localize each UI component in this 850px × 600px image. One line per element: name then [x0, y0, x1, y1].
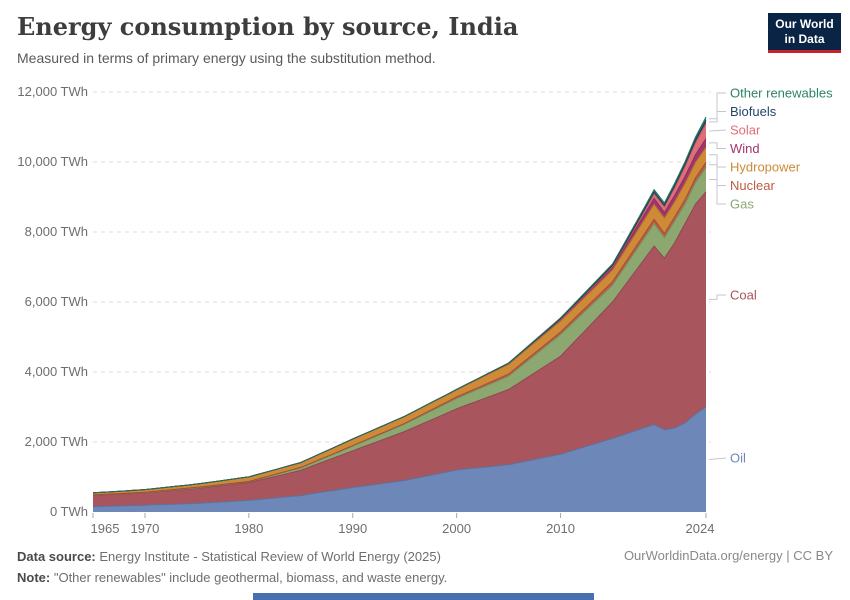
y-axis-tick-label: 12,000 TWh — [17, 84, 88, 99]
owid-logo-line1: Our World — [775, 17, 834, 31]
page-title: Energy consumption by source, India — [17, 12, 519, 41]
legend-connector-other-renewables — [709, 92, 726, 120]
y-axis-tick-label: 6,000 TWh — [25, 294, 88, 309]
legend-label-hydropower[interactable]: Hydropower — [730, 160, 801, 175]
legend-connector-oil — [708, 457, 727, 460]
legend-connector-solar — [708, 129, 727, 132]
y-axis-tick-label: 4,000 TWh — [25, 364, 88, 379]
legend-connector-coal — [709, 294, 726, 300]
area-edge-nuclear — [92, 162, 707, 496]
note-text: "Other renewables" include geothermal, b… — [53, 569, 448, 585]
x-axis-tick-label: 1980 — [234, 521, 263, 536]
owid-logo-line2: in Data — [784, 32, 825, 46]
legend-label-coal[interactable]: Coal — [730, 288, 757, 303]
legend-label-gas[interactable]: Gas — [730, 197, 754, 212]
legend-label-solar[interactable]: Solar — [730, 123, 761, 138]
x-axis-tick-label: 1965 — [91, 521, 120, 536]
legend-connector-nuclear — [709, 164, 726, 186]
y-axis-tick-label: 0 TWh — [50, 504, 88, 519]
legend-label-wind[interactable]: Wind — [730, 141, 760, 156]
data-source-label: Data source: — [17, 549, 96, 564]
attribution-link[interactable]: OurWorldinData.org/energy | CC BY — [623, 548, 833, 563]
x-axis-tick-label: 2010 — [546, 521, 575, 536]
y-axis-tick-label: 2,000 TWh — [25, 434, 88, 449]
chart-footer: Data source: Energy Institute - Statisti… — [17, 547, 447, 588]
legend-connector-gas — [709, 179, 726, 205]
area-edge-oil — [92, 406, 707, 508]
legend-label-biofuels[interactable]: Biofuels — [730, 104, 777, 119]
y-axis-tick-label: 8,000 TWh — [25, 224, 88, 239]
legend-label-other-renewables[interactable]: Other renewables — [730, 86, 833, 101]
legend-label-oil[interactable]: Oil — [730, 451, 746, 466]
x-axis-tick-label: 1970 — [130, 521, 159, 536]
note-label: Note: — [17, 569, 51, 585]
data-source-line: Data source: Energy Institute - Statisti… — [17, 547, 447, 568]
y-axis-tick-label: 10,000 TWh — [17, 154, 88, 169]
area-oil[interactable] — [93, 407, 706, 512]
legend-connector-biofuels — [709, 111, 726, 123]
bottom-blue-strip — [253, 593, 594, 600]
x-axis-tick-label: 2024 — [686, 521, 715, 536]
area-edge-gas — [92, 167, 707, 496]
chart-subtitle: Measured in terms of primary energy usin… — [17, 50, 436, 66]
legend-label-nuclear[interactable]: Nuclear — [730, 178, 775, 193]
legend-connector-hydropower — [709, 154, 726, 168]
x-axis-tick-label: 2000 — [442, 521, 471, 536]
area-edge-other-renewables — [92, 116, 707, 494]
legend-connector-wind — [709, 142, 726, 149]
x-axis-tick-label: 1990 — [338, 521, 367, 536]
area-coal[interactable] — [93, 191, 706, 507]
area-gas[interactable] — [93, 167, 706, 496]
note-line: Note: "Other renewables" include geother… — [17, 568, 447, 589]
data-source-text: Energy Institute - Statistical Review of… — [99, 549, 441, 564]
owid-logo: Our World in Data — [768, 13, 841, 53]
